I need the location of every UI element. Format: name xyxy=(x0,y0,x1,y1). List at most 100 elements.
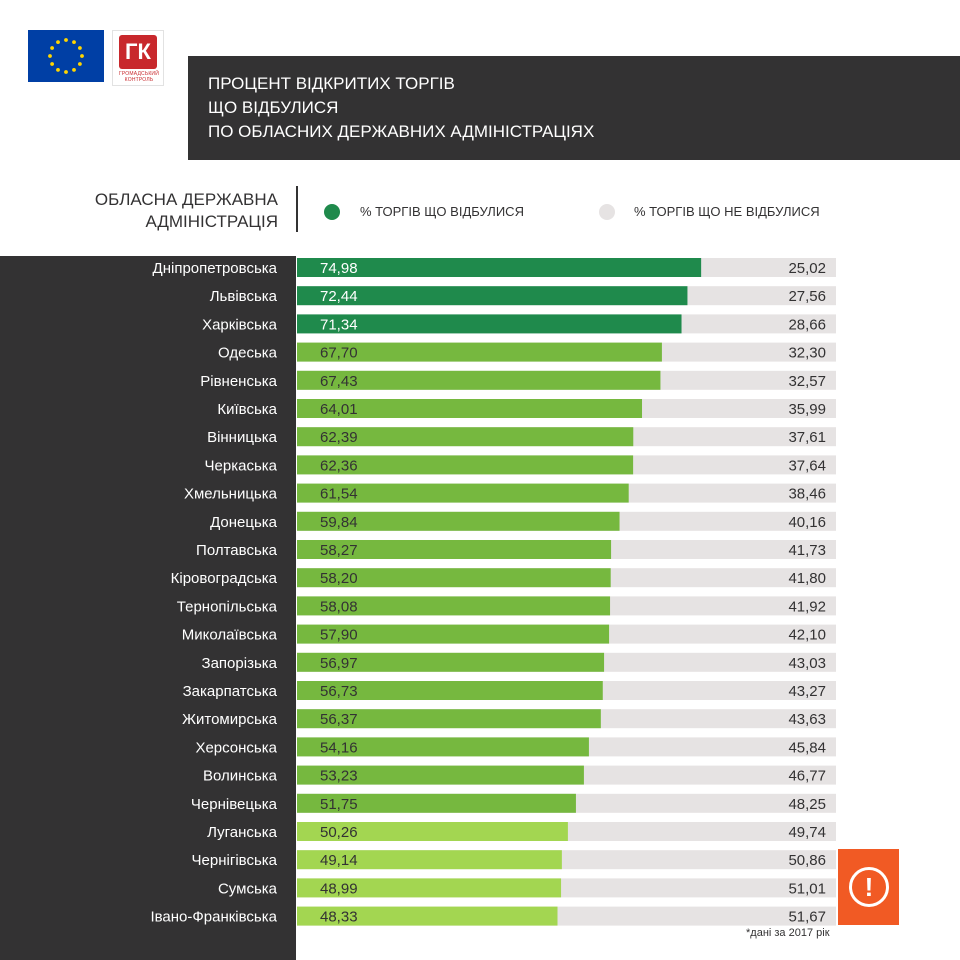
held-value-label-9: 59,84 xyxy=(320,514,358,531)
eu-flag-icon xyxy=(28,30,104,82)
held-value-label-0: 74,98 xyxy=(320,260,358,277)
bar-held-22 xyxy=(297,878,562,898)
category-label-4: Рівненська xyxy=(200,373,277,390)
held-value-label-15: 56,73 xyxy=(320,683,358,700)
held-value-label-21: 49,14 xyxy=(320,852,358,869)
bar-held-18 xyxy=(297,765,584,785)
gk-logo-letters: ГК xyxy=(119,35,157,69)
held-value-label-19: 51,75 xyxy=(320,796,358,813)
bar-held-19 xyxy=(297,793,576,813)
bar-held-5 xyxy=(297,399,643,418)
not-held-value-label-23: 51,67 xyxy=(788,909,826,926)
not-held-value-label-22: 51,01 xyxy=(788,880,826,897)
alert-box: ! xyxy=(838,849,899,925)
category-label-9: Донецька xyxy=(210,514,278,531)
bar-held-7 xyxy=(297,455,634,475)
not-held-value-label-11: 41,80 xyxy=(788,570,826,587)
bar-held-13 xyxy=(297,624,610,644)
chart-title-line1: ПРОЦЕНТ ВІДКРИТИХ ТОРГІВ xyxy=(208,74,455,93)
column-header-line1: ОБЛАСНА ДЕРЖАВНА xyxy=(94,190,278,209)
held-value-label-12: 58,08 xyxy=(320,598,358,615)
legend-held-swatch xyxy=(324,204,340,220)
bar-held-0 xyxy=(297,258,702,277)
held-value-label-22: 48,99 xyxy=(320,880,358,897)
not-held-value-label-21: 50,86 xyxy=(788,852,826,869)
category-label-23: Івано-Франківська xyxy=(150,909,277,926)
not-held-value-label-2: 28,66 xyxy=(788,316,826,333)
category-label-21: Чернігівська xyxy=(192,852,278,869)
bar-held-10 xyxy=(297,540,612,559)
footnote: *дані за 2017 рік xyxy=(746,927,830,939)
category-label-1: Львівська xyxy=(210,288,278,305)
category-label-20: Луганська xyxy=(207,824,277,841)
chart-title-line2: ЩО ВІДБУЛИСЯ xyxy=(208,98,339,117)
bar-held-1 xyxy=(297,286,688,306)
category-label-15: Закарпатська xyxy=(183,683,278,700)
bar-held-11 xyxy=(297,568,611,588)
gromadskyi-kontrol-logo: ГК ГРОМАДСЬКИЙ КОНТРОЛЬ xyxy=(112,30,164,86)
held-value-label-7: 62,36 xyxy=(320,457,358,474)
category-label-3: Одеська xyxy=(218,345,278,362)
held-value-label-13: 57,90 xyxy=(320,627,358,644)
not-held-value-label-7: 37,64 xyxy=(788,457,826,474)
legend-held-label: % ТОРГІВ ЩО ВІДБУЛИСЯ xyxy=(360,204,524,219)
held-value-label-17: 54,16 xyxy=(320,739,358,756)
bar-held-8 xyxy=(297,483,629,503)
bar-held-2 xyxy=(297,314,682,334)
gk-logo-subtitle-line2: КОНТРОЛЬ xyxy=(124,77,154,83)
legend-not-held-swatch xyxy=(599,204,615,220)
chart-title-line3: ПО ОБЛАСНИХ ДЕРЖАВНИХ АДМІНІСТРАЦІЯХ xyxy=(208,122,595,141)
held-value-label-4: 67,43 xyxy=(320,373,358,390)
not-held-value-label-3: 32,30 xyxy=(788,345,826,362)
bar-held-20 xyxy=(297,822,568,841)
category-label-8: Хмельницька xyxy=(184,486,278,503)
not-held-value-label-4: 32,57 xyxy=(788,373,826,390)
bar-held-6 xyxy=(297,427,634,447)
category-label-5: Київська xyxy=(217,401,277,418)
held-value-label-20: 50,26 xyxy=(320,824,358,841)
held-value-label-11: 58,20 xyxy=(320,570,358,587)
not-held-value-label-9: 40,16 xyxy=(788,514,826,531)
held-value-label-18: 53,23 xyxy=(320,768,358,785)
held-value-label-16: 56,37 xyxy=(320,711,358,728)
header-divider xyxy=(296,186,298,232)
not-held-value-label-20: 49,74 xyxy=(788,824,826,841)
not-held-value-label-19: 48,25 xyxy=(788,796,826,813)
not-held-value-label-0: 25,02 xyxy=(788,260,826,277)
bar-held-16 xyxy=(297,709,601,729)
not-held-value-label-17: 45,84 xyxy=(788,739,826,756)
category-panel xyxy=(0,256,296,960)
not-held-value-label-13: 42,10 xyxy=(788,627,826,644)
not-held-value-label-16: 43,63 xyxy=(788,711,826,728)
not-held-value-label-15: 43,27 xyxy=(788,683,826,700)
category-label-19: Чернівецька xyxy=(191,796,278,813)
held-value-label-6: 62,39 xyxy=(320,429,358,446)
chart-title-box: ПРОЦЕНТ ВІДКРИТИХ ТОРГІВ ЩО ВІДБУЛИСЯ ПО… xyxy=(188,56,960,160)
bar-held-12 xyxy=(297,596,611,616)
category-label-0: Дніпропетровська xyxy=(153,260,278,277)
category-label-10: Полтавська xyxy=(196,542,278,559)
legend-not-held-label: % ТОРГІВ ЩО НЕ ВІДБУЛИСЯ xyxy=(634,204,820,219)
bar-held-15 xyxy=(297,681,603,700)
category-label-18: Волинська xyxy=(203,768,278,785)
held-value-label-3: 67,70 xyxy=(320,345,358,362)
not-held-value-label-12: 41,92 xyxy=(788,598,826,615)
category-label-17: Херсонська xyxy=(195,739,277,756)
category-label-14: Запорізька xyxy=(202,655,278,672)
gk-logo-subtitle: ГРОМАДСЬКИЙ КОНТРОЛЬ xyxy=(115,71,163,83)
bar-held-17 xyxy=(297,737,589,757)
held-value-label-1: 72,44 xyxy=(320,288,358,305)
category-label-6: Вінницька xyxy=(207,429,278,446)
gk-logo-subtitle-line1: ГРОМАДСЬКИЙ xyxy=(118,71,160,77)
category-label-16: Житомирська xyxy=(182,711,278,728)
held-value-label-2: 71,34 xyxy=(320,316,358,333)
held-value-label-10: 58,27 xyxy=(320,542,358,559)
not-held-value-label-6: 37,61 xyxy=(788,429,826,446)
bar-held-9 xyxy=(297,511,620,531)
not-held-value-label-10: 41,73 xyxy=(788,542,826,559)
not-held-value-label-18: 46,77 xyxy=(788,768,826,785)
category-label-12: Тернопільська xyxy=(177,598,278,615)
held-value-label-14: 56,97 xyxy=(320,655,358,672)
bar-held-4 xyxy=(297,370,661,390)
